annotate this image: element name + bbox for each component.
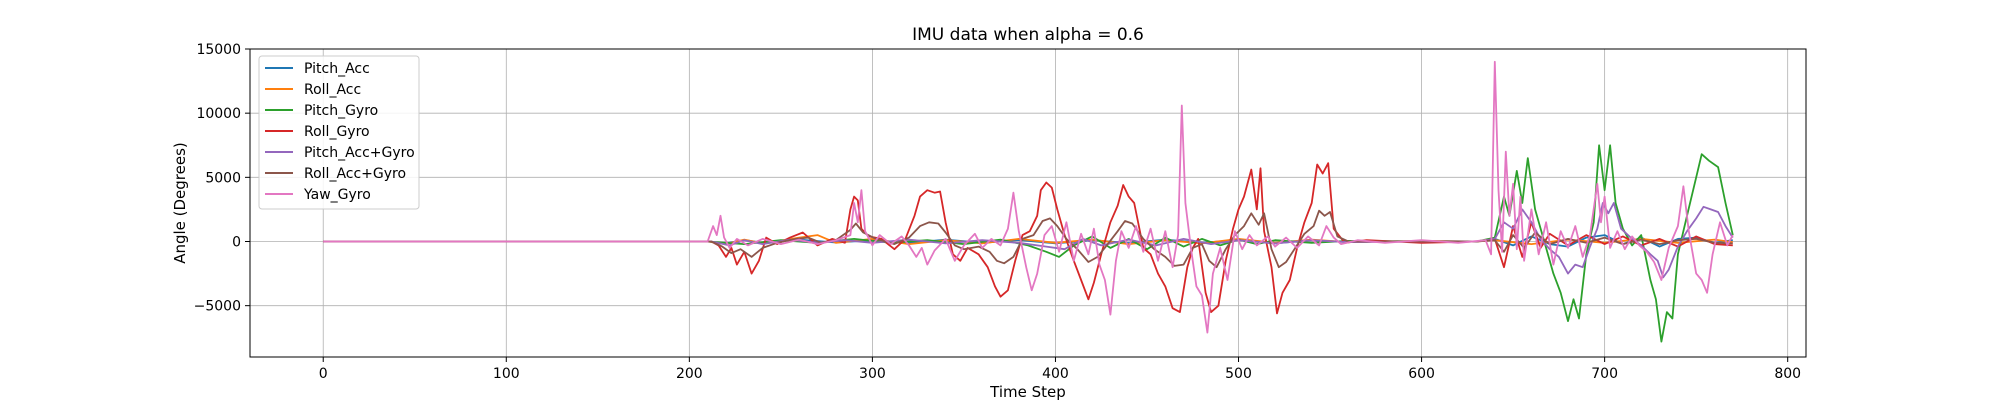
legend-label-roll-gyro: Roll_Gyro (304, 124, 370, 140)
x-tick-label: 200 (676, 366, 703, 382)
legend: Pitch_Acc Roll_Acc Pitch_Gyro Roll_Gyro Pitc… (258, 55, 420, 210)
y-axis-label: Angle (Degrees) (171, 142, 189, 264)
legend-label-pitch-acc-gyro: Pitch_Acc+Gyro (304, 145, 415, 161)
y-tick-label: 0 (232, 235, 241, 251)
legend-label-roll-acc: Roll_Acc (304, 82, 361, 98)
x-tick-label: 600 (1408, 366, 1435, 382)
x-tick-label: 100 (493, 366, 520, 382)
ticks: 0 100 200 300 400 500 600 700 800 −5000 0 5000 10000… (194, 42, 1801, 382)
x-tick-label: 300 (859, 366, 886, 382)
y-tick-label: 10000 (196, 106, 241, 122)
x-tick-label: 500 (1225, 366, 1252, 382)
series-line-yaw-gyro (323, 60, 1734, 334)
x-axis-label: Time Step (989, 383, 1066, 400)
x-tick-label: 0 (319, 366, 328, 382)
x-tick-label: 800 (1774, 366, 1801, 382)
y-tick-label: 15000 (196, 42, 241, 58)
legend-label-pitch-gyro: Pitch_Gyro (304, 103, 378, 119)
legend-label-yaw-gyro: Yaw_Gyro (303, 187, 371, 203)
y-tick-label: −5000 (194, 299, 241, 315)
legend-box (258, 55, 420, 210)
legend-label-roll-acc-gyro: Roll_Acc+Gyro (304, 166, 406, 182)
x-tick-label: 700 (1591, 366, 1618, 382)
chart-title: IMU data when alpha = 0.6 (912, 25, 1144, 45)
plot-frame (249, 48, 1807, 358)
x-tick-label: 400 (1042, 366, 1069, 382)
series-layer (323, 60, 1734, 343)
y-tick-label: 5000 (205, 170, 241, 186)
series-line-pitch-acc-gyro (323, 202, 1734, 279)
legend-label-pitch-acc: Pitch_Acc (304, 61, 370, 77)
